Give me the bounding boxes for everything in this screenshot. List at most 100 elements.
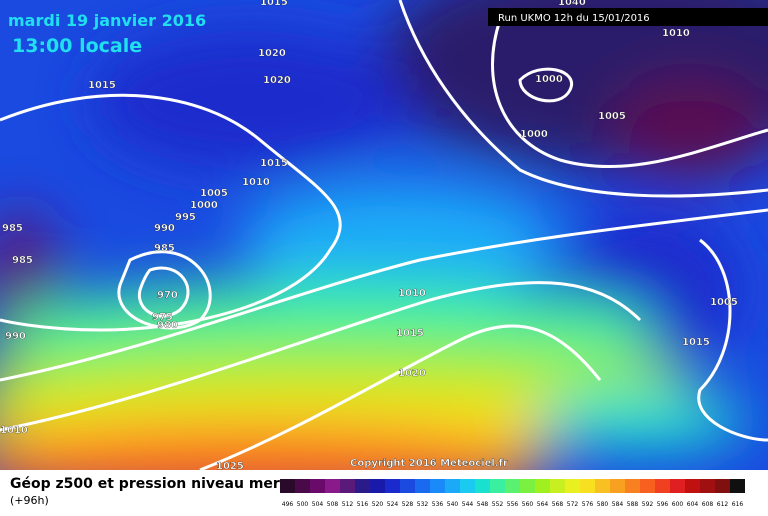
isobar-label: 1015 <box>260 0 288 8</box>
isobar-label: 1000 <box>535 74 563 85</box>
isobar-label: 985 <box>12 255 33 266</box>
isobar-label: 1015 <box>88 80 116 91</box>
isobar-label: 1020 <box>258 48 286 59</box>
legend-label: 520 <box>372 501 384 508</box>
legend-label: 576 <box>582 501 594 508</box>
legend-label: 528 <box>402 501 414 508</box>
legend-swatch <box>400 479 415 493</box>
isobar-label: 990 <box>154 223 175 234</box>
legend-swatch <box>370 479 385 493</box>
isobar-label: 1040 <box>558 0 586 8</box>
isobar-label: 1015 <box>260 158 288 169</box>
legend-subtitle: (+96h) <box>10 494 49 507</box>
legend-label: 608 <box>702 501 714 508</box>
legend-label: 544 <box>462 501 474 508</box>
legend-label: 540 <box>447 501 459 508</box>
legend-label: 548 <box>477 501 489 508</box>
legend-swatch <box>490 479 505 493</box>
isobar-label: 990 <box>5 331 26 342</box>
legend-label: 600 <box>672 501 684 508</box>
legend-swatch <box>355 479 370 493</box>
legend-swatch <box>445 479 460 493</box>
legend-label: 508 <box>327 501 339 508</box>
isobar-label: 1010 <box>242 177 270 188</box>
legend-swatch <box>295 479 310 493</box>
legend-swatch <box>430 479 445 493</box>
legend-label: 552 <box>492 501 504 508</box>
isobar-label: 1005 <box>200 188 228 199</box>
legend-label: 560 <box>522 501 534 508</box>
isobar-label: 1015 <box>396 328 424 339</box>
isobar-label: 1010 <box>662 28 690 39</box>
legend-swatch <box>505 479 520 493</box>
legend-swatch <box>610 479 625 493</box>
copyright: Copyright 2016 Meteociel.fr <box>350 458 508 469</box>
legend-swatch <box>475 479 490 493</box>
legend-swatch <box>520 479 535 493</box>
legend-swatch <box>340 479 355 493</box>
legend-label: 568 <box>552 501 564 508</box>
legend-swatch <box>280 479 295 493</box>
legend-swatch <box>685 479 700 493</box>
legend-swatch <box>580 479 595 493</box>
run-label: Run UKMO 12h du 15/01/2016 <box>498 13 650 24</box>
isobar-label: 970 <box>157 290 178 301</box>
legend-label: 584 <box>612 501 624 508</box>
legend-swatch <box>460 479 475 493</box>
isobar-label: 1005 <box>710 297 738 308</box>
isobar-label: 1015 <box>682 337 710 348</box>
legend-label: 512 <box>342 501 354 508</box>
legend-swatch <box>385 479 400 493</box>
legend-label: 536 <box>432 501 444 508</box>
legend-swatch <box>670 479 685 493</box>
legend-label: 532 <box>417 501 429 508</box>
isobar-label: 995 <box>175 212 196 223</box>
isobar-labels: 1015102010201015101510101005100099599098… <box>0 0 738 472</box>
legend-label: 504 <box>312 501 324 508</box>
legend-swatch <box>715 479 730 493</box>
legend-swatch <box>625 479 640 493</box>
legend-label: 616 <box>732 501 744 508</box>
legend-swatch <box>595 479 610 493</box>
isobar-label: 1010 <box>398 288 426 299</box>
legend-label: 556 <box>507 501 519 508</box>
isobar-label: 985 <box>2 223 23 234</box>
isobar-label: 1005 <box>598 111 626 122</box>
isobar-label: 1025 <box>216 461 244 472</box>
legend-label: 516 <box>357 501 369 508</box>
run-box <box>488 8 768 26</box>
legend-scale: 496 500 504 508 512 516 520 524 528 532 536 540 544 5… <box>280 479 745 508</box>
legend-label: 592 <box>642 501 654 508</box>
legend-swatch <box>655 479 670 493</box>
date-label: mardi 19 janvier 2016 <box>8 11 206 30</box>
legend-label: 496 <box>282 501 294 508</box>
isobar-label: 985 <box>154 243 175 254</box>
time-label: 13:00 locale <box>12 35 142 57</box>
legend-label: 572 <box>567 501 579 508</box>
legend-swatch <box>730 479 745 493</box>
legend-swatch <box>310 479 325 493</box>
legend-swatch <box>640 479 655 493</box>
legend-label: 604 <box>687 501 699 508</box>
legend-title: Géop z500 et pression niveau mer <box>10 476 280 492</box>
legend-label: 524 <box>387 501 399 508</box>
isobar-label: 1000 <box>520 129 548 140</box>
isobar-label: 1000 <box>190 200 218 211</box>
legend-label: 596 <box>657 501 669 508</box>
isobar-label: 1020 <box>263 75 291 86</box>
legend-swatch <box>325 479 340 493</box>
legend-label: 580 <box>597 501 609 508</box>
isobar-label: 1020 <box>398 368 426 379</box>
legend-label: 564 <box>537 501 549 508</box>
isobar-label: 1010 <box>0 425 28 436</box>
legend-swatch <box>535 479 550 493</box>
isobars <box>0 0 768 470</box>
isobar-label: 980 <box>157 320 178 331</box>
legend-swatch <box>565 479 580 493</box>
legend-label: 588 <box>627 501 639 508</box>
isobar-label: 975 <box>152 312 173 323</box>
legend-swatch <box>415 479 430 493</box>
legend-swatch <box>700 479 715 493</box>
